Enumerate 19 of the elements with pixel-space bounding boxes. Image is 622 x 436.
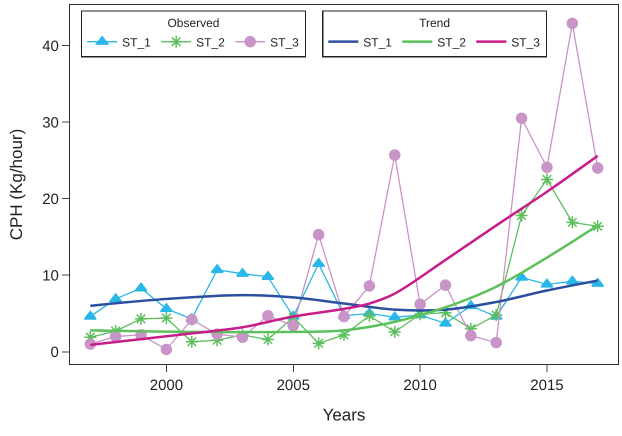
text: Observed [167, 16, 220, 30]
legend-label: ST_1 [363, 35, 392, 50]
text: Trend [419, 16, 450, 30]
y-tick-label: 30 [42, 114, 59, 132]
y-tick-label: 20 [42, 190, 59, 208]
x-tick-label: 2000 [150, 377, 184, 394]
legend-label: ST_3 [270, 35, 300, 50]
y-tick-label: 10 [42, 267, 59, 284]
legend-label: ST_2 [196, 35, 226, 50]
x-tick-label: 2010 [403, 377, 437, 394]
y-axis-title: CPH (Kg/hour) [6, 128, 26, 240]
x-axis-title: Years [322, 406, 366, 424]
y-tick-label: 40 [42, 38, 59, 55]
x-tick-label: 2005 [276, 377, 310, 394]
legend-label: ST_3 [511, 35, 540, 50]
legend-label: ST_2 [437, 35, 466, 50]
legend-label: ST_1 [122, 35, 152, 50]
y-tick-label: 0 [50, 344, 59, 361]
x-tick-label: 2015 [530, 377, 564, 394]
